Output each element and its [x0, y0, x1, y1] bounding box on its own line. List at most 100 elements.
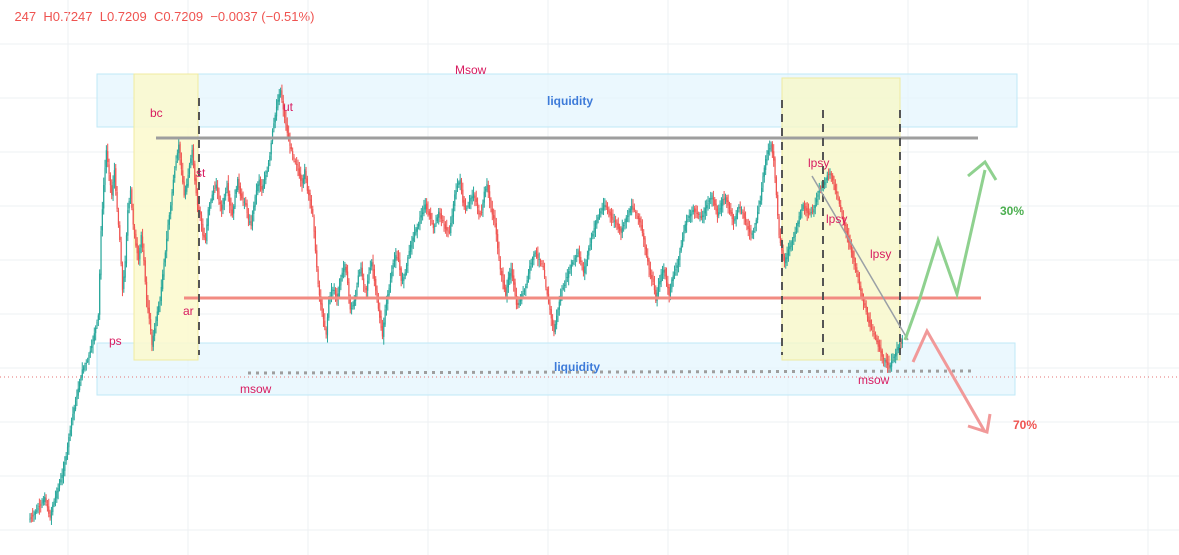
candle-up — [510, 269, 512, 276]
candle-up — [57, 488, 59, 493]
candle-up — [368, 272, 370, 281]
candle-down — [182, 170, 184, 183]
candle-up — [60, 479, 62, 483]
candle-down — [247, 213, 250, 220]
candle-down — [668, 287, 670, 296]
candle-up — [677, 258, 680, 265]
candle-up — [333, 289, 335, 291]
candle-down — [820, 188, 822, 190]
candle-up — [103, 185, 105, 209]
candle-down — [885, 359, 887, 363]
candle-up — [471, 196, 473, 199]
candle-down — [515, 294, 518, 305]
candle-up — [818, 190, 820, 193]
candle-down — [474, 195, 476, 199]
candle-down — [179, 143, 181, 159]
candle-up — [84, 365, 86, 368]
candle-up — [337, 293, 339, 299]
candle-down — [440, 213, 442, 219]
label-ut: ut — [283, 100, 294, 114]
candle-up — [590, 237, 593, 244]
candle-down — [700, 216, 702, 219]
candle-up — [600, 211, 602, 214]
candle-up — [371, 262, 373, 267]
candle-down — [645, 247, 647, 256]
candle-down — [652, 278, 654, 282]
candle-up — [74, 400, 77, 410]
candle-down — [131, 189, 133, 208]
candle-down — [479, 213, 481, 215]
candle-down — [694, 208, 696, 212]
candle-down — [475, 198, 477, 203]
candle-up — [897, 346, 899, 351]
candle-down — [310, 199, 312, 208]
candle-up — [506, 285, 508, 297]
candle-down — [145, 281, 148, 300]
candle-up — [208, 204, 211, 212]
candle-up — [332, 289, 334, 291]
candle-down — [314, 230, 317, 251]
candle-up — [207, 209, 209, 226]
candle-down — [305, 171, 307, 180]
candle-up — [184, 189, 187, 196]
candle-down — [285, 118, 287, 125]
candle-up — [759, 200, 761, 205]
candle-up — [570, 264, 572, 269]
candle-down — [284, 109, 286, 118]
candle-down — [503, 280, 505, 290]
candle-up — [266, 170, 268, 174]
candle-up — [258, 179, 260, 186]
candle-down — [606, 207, 609, 211]
candle-down — [807, 211, 810, 215]
candle-up — [154, 328, 156, 336]
candle-up — [412, 237, 414, 242]
candle-down — [498, 249, 500, 259]
candle-up — [405, 264, 408, 272]
candle-down — [742, 211, 744, 214]
candle-down — [619, 226, 621, 231]
candle-up — [813, 209, 815, 213]
candle-down — [846, 231, 848, 238]
candle-up — [799, 212, 802, 217]
candle-up — [786, 253, 788, 260]
ohlc-text: 247 H0.7247 L0.7209 C0.7209 −0.0037 (−0.… — [14, 9, 315, 24]
candle-down — [281, 90, 283, 100]
candle-down — [242, 197, 244, 200]
candle-up — [353, 299, 355, 307]
candle-up — [785, 257, 787, 264]
candle-up — [129, 190, 132, 200]
candle-up — [37, 507, 39, 511]
candle-up — [558, 301, 560, 310]
candle-up — [190, 158, 192, 164]
candle-down — [872, 330, 874, 332]
candle-up — [53, 500, 55, 505]
candle-down — [620, 228, 622, 233]
candle-up — [621, 227, 623, 233]
candle-up — [435, 222, 437, 224]
candle-up — [408, 250, 410, 256]
candle-down — [499, 260, 501, 270]
candle-up — [557, 309, 559, 316]
candle-down — [296, 163, 298, 165]
candle-up — [54, 496, 57, 501]
candle-down — [180, 159, 183, 170]
candle-down — [845, 224, 847, 233]
candle-up — [584, 266, 586, 274]
candle-down — [502, 274, 504, 283]
candle-up — [597, 217, 599, 220]
candle-up — [763, 167, 765, 177]
candle-up — [719, 207, 721, 213]
candle-down — [290, 146, 292, 150]
candle-down — [771, 143, 773, 154]
candle-down — [612, 217, 614, 221]
candle-down — [135, 233, 137, 246]
candle-up — [341, 272, 343, 278]
candle-down — [238, 178, 240, 189]
candle-down — [229, 193, 231, 206]
candle-up — [704, 207, 706, 214]
candle-up — [565, 279, 567, 286]
candle-up — [722, 199, 724, 206]
candle-up — [89, 350, 91, 354]
candle-down — [490, 199, 492, 208]
candle-up — [275, 106, 278, 117]
